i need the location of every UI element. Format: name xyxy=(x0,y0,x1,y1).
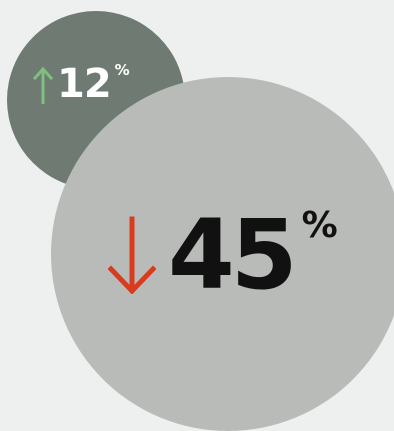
large-stat-circle xyxy=(51,77,394,431)
stat-unit: % xyxy=(114,61,130,79)
arrow-up-icon xyxy=(33,66,53,104)
stat-decrease: 45 % xyxy=(108,204,338,306)
arrow-down-icon xyxy=(108,216,156,294)
stat-value: 12 xyxy=(57,61,112,107)
stat-value: 45 xyxy=(168,199,298,311)
stat-increase: 12 % xyxy=(33,60,130,108)
stat-unit: % xyxy=(301,205,338,246)
